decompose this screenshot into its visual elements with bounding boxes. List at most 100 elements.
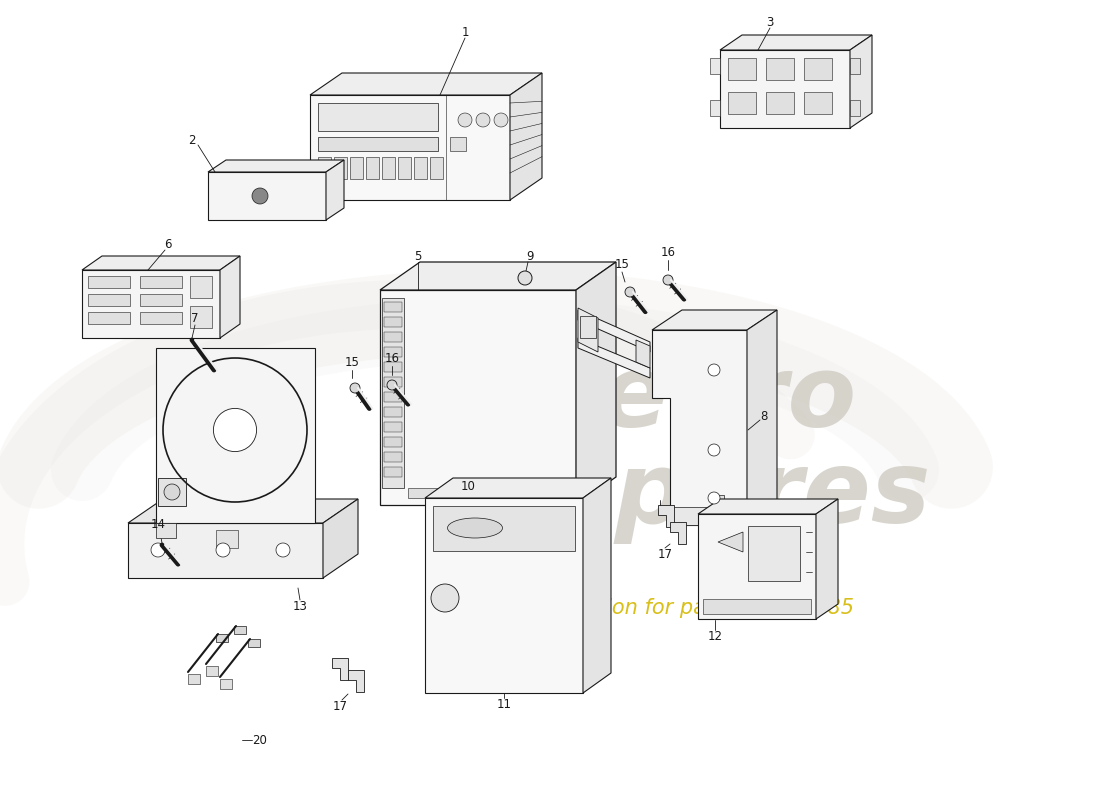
Circle shape — [387, 380, 397, 390]
Polygon shape — [670, 522, 686, 544]
Polygon shape — [220, 256, 240, 338]
Bar — [88, 294, 130, 306]
Polygon shape — [710, 100, 720, 116]
Bar — [384, 452, 402, 462]
Polygon shape — [128, 523, 323, 578]
Polygon shape — [332, 658, 348, 680]
Text: 16: 16 — [385, 353, 399, 366]
Circle shape — [151, 543, 165, 557]
Ellipse shape — [448, 518, 503, 538]
Text: 13: 13 — [293, 599, 307, 613]
Polygon shape — [578, 308, 598, 352]
Polygon shape — [712, 495, 724, 507]
Bar — [450, 137, 466, 151]
Circle shape — [476, 113, 490, 127]
Polygon shape — [698, 499, 838, 514]
Polygon shape — [379, 262, 616, 290]
Bar — [384, 377, 402, 387]
Circle shape — [708, 492, 720, 504]
Polygon shape — [712, 512, 724, 524]
Polygon shape — [248, 639, 260, 647]
Bar — [728, 92, 756, 114]
Text: spares: spares — [556, 447, 931, 545]
Bar — [190, 276, 212, 298]
Bar — [190, 306, 212, 328]
Bar — [433, 506, 575, 551]
Bar — [366, 157, 379, 179]
Polygon shape — [816, 499, 838, 619]
Bar — [384, 437, 402, 447]
Polygon shape — [323, 499, 358, 578]
Bar — [398, 157, 411, 179]
Text: 17: 17 — [332, 699, 348, 713]
Text: euro: euro — [600, 351, 857, 449]
Bar — [703, 599, 811, 614]
Polygon shape — [310, 95, 510, 200]
Polygon shape — [578, 310, 650, 352]
Bar — [318, 103, 438, 131]
Polygon shape — [128, 499, 358, 523]
Bar — [216, 530, 238, 548]
Circle shape — [350, 383, 360, 393]
Bar — [350, 157, 363, 179]
Bar — [384, 362, 402, 372]
Bar — [384, 302, 402, 312]
Bar — [384, 392, 402, 402]
Bar — [382, 298, 404, 488]
Bar — [318, 137, 438, 151]
Bar — [414, 157, 427, 179]
Polygon shape — [652, 310, 777, 330]
Bar — [88, 312, 130, 324]
Bar — [140, 312, 182, 324]
Bar — [140, 294, 182, 306]
Text: 14: 14 — [151, 518, 165, 530]
Text: 16: 16 — [660, 246, 675, 259]
Circle shape — [276, 543, 290, 557]
Bar — [382, 157, 395, 179]
Circle shape — [216, 543, 230, 557]
Circle shape — [708, 444, 720, 456]
Text: 11: 11 — [496, 698, 512, 711]
Polygon shape — [326, 160, 344, 220]
Polygon shape — [156, 348, 315, 523]
Polygon shape — [850, 100, 860, 116]
Text: 2: 2 — [188, 134, 196, 146]
Polygon shape — [510, 73, 542, 200]
Bar — [334, 157, 346, 179]
Text: 10: 10 — [461, 479, 475, 493]
Polygon shape — [850, 58, 860, 74]
Text: 17: 17 — [658, 549, 672, 562]
Polygon shape — [208, 160, 344, 172]
Polygon shape — [188, 674, 200, 684]
Bar — [318, 157, 331, 179]
Text: 9: 9 — [526, 250, 534, 262]
Polygon shape — [208, 172, 326, 220]
Text: 15: 15 — [615, 258, 629, 271]
Bar — [766, 92, 794, 114]
Bar — [384, 422, 402, 432]
Bar — [580, 316, 596, 338]
Text: 12: 12 — [707, 630, 723, 642]
Polygon shape — [216, 634, 228, 642]
Text: 5: 5 — [415, 250, 421, 262]
Polygon shape — [720, 50, 850, 128]
Bar — [384, 407, 402, 417]
Text: 6: 6 — [164, 238, 172, 251]
Bar — [384, 347, 402, 357]
Bar — [804, 92, 832, 114]
Polygon shape — [670, 507, 712, 525]
Polygon shape — [718, 532, 743, 552]
Polygon shape — [82, 256, 240, 270]
Bar — [384, 317, 402, 327]
Circle shape — [708, 364, 720, 376]
Text: a passion for parts since 1985: a passion for parts since 1985 — [539, 598, 854, 618]
Bar — [728, 58, 756, 80]
Bar — [430, 157, 443, 179]
Bar — [434, 493, 456, 505]
Polygon shape — [425, 478, 610, 498]
Circle shape — [625, 287, 635, 297]
Text: 15: 15 — [344, 357, 360, 370]
Bar — [384, 467, 402, 477]
Polygon shape — [720, 35, 872, 50]
Polygon shape — [348, 670, 364, 692]
